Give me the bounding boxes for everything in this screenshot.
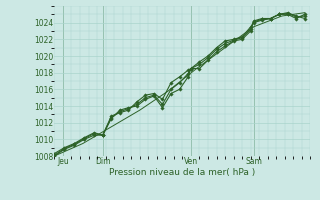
X-axis label: Pression niveau de la mer( hPa ): Pression niveau de la mer( hPa ) (109, 168, 256, 177)
